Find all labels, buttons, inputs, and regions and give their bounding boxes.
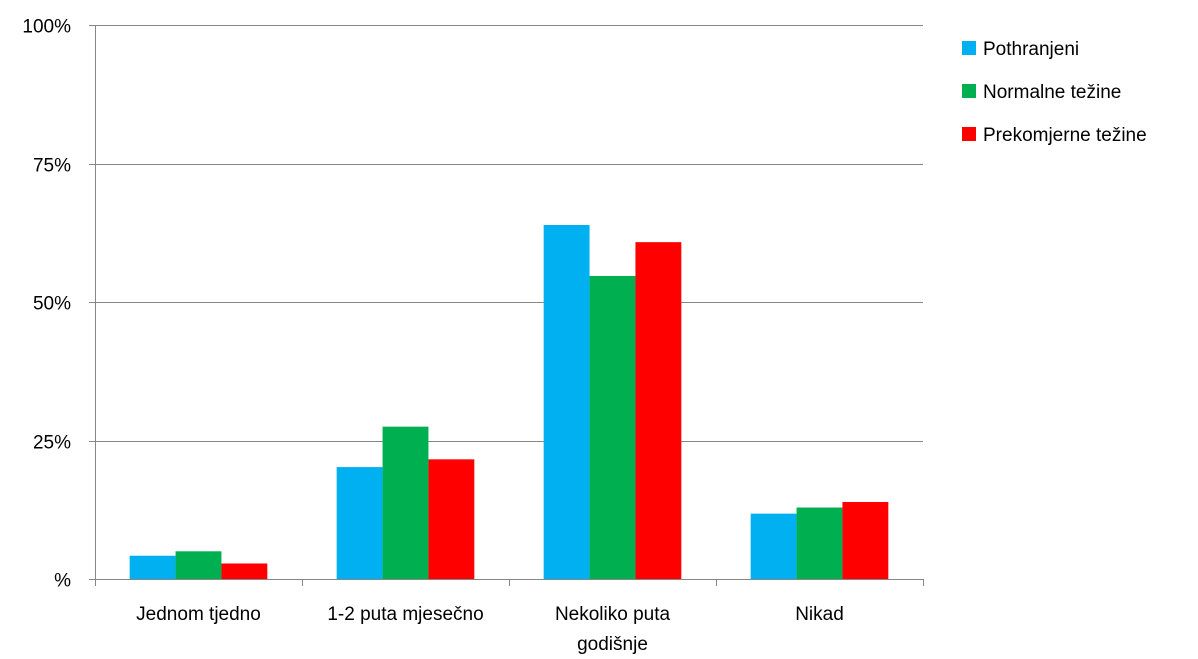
y-tick-label: 75%: [33, 156, 71, 177]
bar: [129, 555, 176, 579]
x-category-label: Jednom tjedno: [136, 604, 261, 625]
legend-swatch: [962, 41, 976, 55]
y-tick-label: 100%: [22, 17, 71, 38]
axes: [89, 25, 924, 586]
x-category-label: 1-2 puta mjesečno: [327, 604, 483, 625]
legend: Pothranjeni Normalne težine Prekomjerne te…: [962, 39, 1147, 146]
bar: [428, 459, 475, 579]
bar: [382, 426, 429, 579]
legend-swatch: [962, 84, 976, 98]
x-category-label: Nekoliko puta: [555, 604, 671, 625]
bar: [842, 501, 889, 579]
legend-label: Normalne težine: [983, 82, 1121, 103]
y-tick-label: 25%: [33, 433, 71, 454]
x-category-label: godišnje: [577, 634, 648, 655]
legend-label: Prekomjerne težine: [983, 125, 1147, 146]
bar: [796, 507, 843, 579]
legend-label: Pothranjeni: [983, 39, 1079, 60]
bar: [750, 513, 797, 579]
bar: [336, 467, 383, 579]
x-category-labels: Jednom tjedno 1-2 puta mjesečno Nekoliko p…: [136, 604, 844, 655]
bar: [175, 551, 222, 579]
legend-swatch: [962, 127, 976, 141]
y-tick-label: 50%: [33, 294, 71, 315]
y-tick-label: %: [54, 571, 71, 592]
bar: [221, 563, 268, 579]
bars: [129, 224, 889, 580]
bar: [589, 275, 636, 579]
bar: [543, 224, 590, 580]
y-tick-labels: % 25% 50% 75% 100%: [22, 17, 71, 592]
bar: [635, 242, 682, 580]
x-category-label: Nikad: [795, 604, 844, 625]
gridlines: [95, 25, 923, 442]
